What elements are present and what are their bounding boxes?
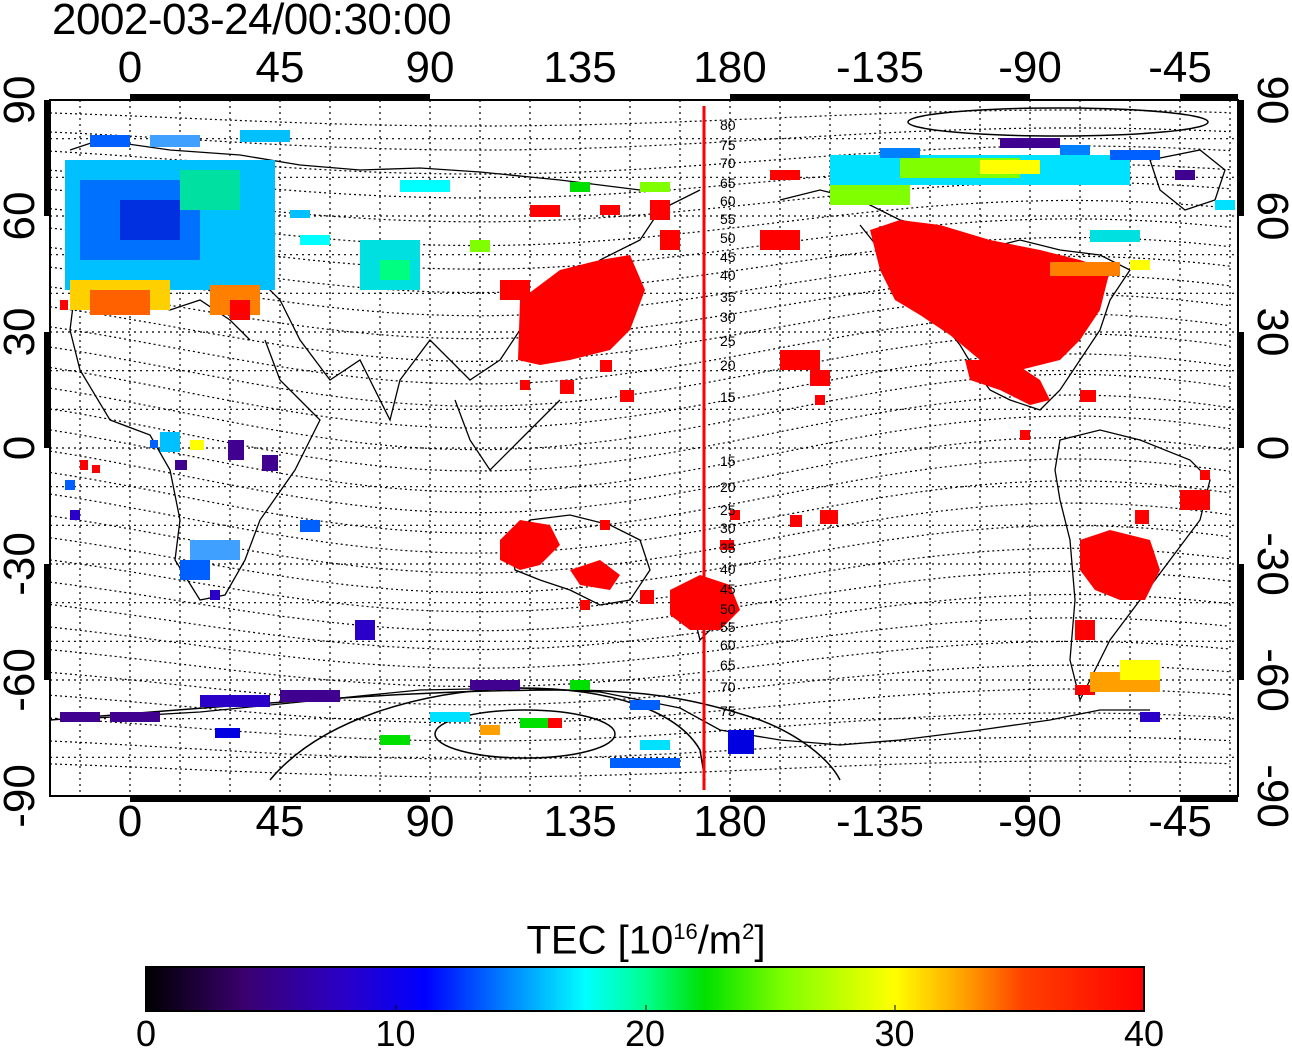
colorbar-tick: 40 xyxy=(1123,1013,1165,1054)
magnetic-latitude-labels: 80 75 70 65 60 55 50 45 40 35 30 25 20 15 15 20 25 30 35 40… xyxy=(720,117,736,719)
lon-tick-top: -90 xyxy=(998,43,1062,92)
magnetic-latitude-label: 15 xyxy=(720,389,736,405)
magnetic-latitude-label: 55 xyxy=(720,211,736,227)
lon-tick-bottom: -135 xyxy=(835,797,925,846)
tec-data-antarctic xyxy=(60,660,1160,768)
lat-tick-left: 0 xyxy=(0,436,44,460)
frame-ticks xyxy=(44,94,1244,802)
magnetic-latitude-label: 80 xyxy=(720,117,736,133)
lat-tick-right: 0 xyxy=(1248,436,1292,460)
magnetic-latitude-label: 20 xyxy=(720,357,736,373)
magnetic-latitude-label: 25 xyxy=(720,333,736,349)
lat-tick-right: 30 xyxy=(1248,307,1292,357)
lat-tick-right: 60 xyxy=(1248,191,1292,241)
magnetic-latitude-label: 30 xyxy=(720,520,736,536)
magnetic-latitude-label: 35 xyxy=(720,289,736,305)
colorbar-tick-marks xyxy=(395,1005,896,1011)
lat-tick-left: 90 xyxy=(0,75,44,125)
magnetic-latitude-label: 50 xyxy=(720,601,736,617)
colorbar-tick: 20 xyxy=(624,1013,666,1054)
colorbar-tick: 0 xyxy=(135,1013,157,1054)
lon-tick-top: 90 xyxy=(405,43,455,92)
magnetic-latitude-label: 75 xyxy=(720,137,736,153)
magnetic-latitude-label: 40 xyxy=(720,561,736,577)
magnetic-latitude-label: 45 xyxy=(720,249,736,265)
tec-data-europe xyxy=(65,130,490,320)
magnetic-latitude-label: 45 xyxy=(720,581,736,597)
lon-tick-bottom: -90 xyxy=(998,797,1062,846)
lat-tick-left: -30 xyxy=(0,532,44,596)
lon-tick-bottom: 135 xyxy=(543,797,617,846)
lat-tick-right: -30 xyxy=(1248,532,1292,596)
magnetic-latitude-label: 65 xyxy=(720,657,736,673)
colorbar xyxy=(145,966,1145,1012)
lon-tick-top: -135 xyxy=(835,43,925,92)
magnetic-latitude-label: 25 xyxy=(720,502,736,518)
lat-tick-left: 30 xyxy=(0,307,44,357)
lon-tick-top: 0 xyxy=(117,43,143,92)
magnetic-latitude-label: 70 xyxy=(720,679,736,695)
magnetic-latitude-label: 60 xyxy=(720,637,736,653)
magnetic-latitude-label: 20 xyxy=(720,479,736,495)
magnetic-latitude-label: 60 xyxy=(720,193,736,209)
lon-tick-bottom: 0 xyxy=(117,797,143,846)
lat-tick-left: -60 xyxy=(0,648,44,712)
lat-tick-left: -90 xyxy=(0,764,44,828)
lat-tick-right: 90 xyxy=(1248,75,1292,125)
magnetic-latitude-label: 40 xyxy=(720,267,736,283)
magnetic-latitude-label: 55 xyxy=(720,619,736,635)
lon-tick-bottom: -45 xyxy=(1148,797,1212,846)
magnetic-latitude-label: 15 xyxy=(720,453,736,469)
colorbar-tick: 30 xyxy=(874,1013,915,1054)
lon-tick-top: 135 xyxy=(543,43,617,92)
lon-tick-top: 180 xyxy=(693,43,767,92)
magnetic-latitude-label: 70 xyxy=(720,155,736,171)
lon-tick-bottom: 180 xyxy=(693,797,767,846)
magnetic-latitude-label: 30 xyxy=(720,309,736,325)
magnetic-latitude-label: 65 xyxy=(720,175,736,191)
tec-data-africa-south xyxy=(65,432,375,640)
lon-tick-bottom: 45 xyxy=(255,797,305,846)
lat-tick-right: -90 xyxy=(1248,764,1292,828)
colorbar-tick: 10 xyxy=(375,1013,416,1054)
magnetic-latitude-label: 75 xyxy=(720,703,736,719)
tec-data-north-arctic xyxy=(570,138,1235,276)
lon-tick-top: -45 xyxy=(1148,43,1212,92)
lat-tick-right: -60 xyxy=(1248,648,1292,712)
magnetic-latitude-label: 35 xyxy=(720,540,736,556)
lon-tick-bottom: 90 xyxy=(405,797,455,846)
tec-data-red xyxy=(60,170,1210,695)
lat-tick-left: 60 xyxy=(0,191,44,241)
magnetic-latitude-label: 50 xyxy=(720,230,736,246)
lon-tick-top: 45 xyxy=(255,43,305,92)
map-title: 2002-03-24/00:30:00 xyxy=(52,0,452,44)
colorbar-label: TEC [1016/m2] xyxy=(526,918,766,963)
